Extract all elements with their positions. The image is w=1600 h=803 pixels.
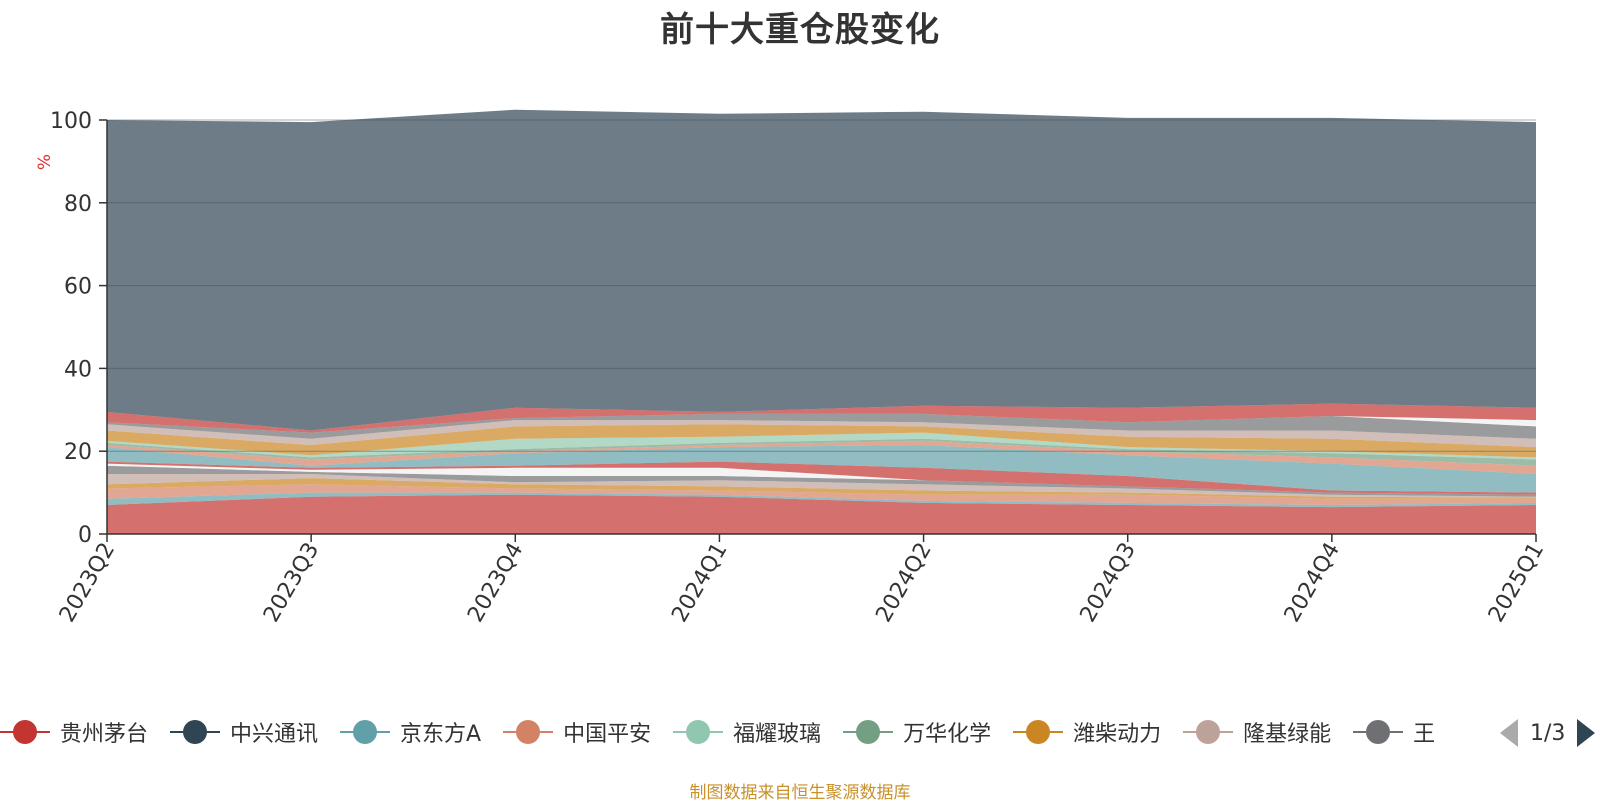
legend-marker-dot [353,720,378,744]
y-axis-unit-label: % [35,154,55,170]
legend-item[interactable]: 万华化学 [843,712,991,752]
x-tick-label: 2024Q2 [871,539,936,627]
legend-item[interactable]: 中国平安 [503,712,651,752]
area-series-9 [107,440,1536,474]
area-series-10 [107,438,1536,466]
legend-marker-icon [843,720,894,744]
area-series-7 [107,461,1536,495]
legend-item[interactable]: 隆基绿能 [1183,712,1331,752]
area-series-13 [107,420,1536,448]
x-tick-label: 2023Q3 [259,539,324,627]
y-tick-label: 80 [64,192,92,217]
legend-item[interactable]: 王 [1353,712,1435,752]
legend-item[interactable]: 福耀玻璃 [673,712,821,752]
legend-item[interactable]: 潍柴动力 [1013,712,1161,752]
chart-title: 前十大重仓股变化 [660,10,940,50]
area-series-0 [107,494,1536,534]
area-series-14 [107,413,1536,439]
area-series-group [107,109,1536,534]
x-tick-label: 2024Q3 [1076,539,1141,627]
area-series-17 [107,109,1536,431]
x-tick-label: 2024Q1 [667,539,732,627]
y-tick-label: 100 [50,109,92,134]
y-tick-label: 0 [78,523,92,548]
legend-marker-icon [0,720,50,744]
legend-marker-dot [516,720,541,744]
legend-marker-icon [340,720,391,744]
legend-marker-icon [503,720,554,744]
legend-item[interactable]: 中兴通讯 [170,712,318,752]
legend-marker-icon [1013,720,1064,744]
legend-next-page-icon[interactable] [1577,719,1596,747]
legend-item[interactable]: 京东方A [340,712,481,752]
legend-item[interactable]: 贵州茅台 [0,712,148,752]
legend-label: 中兴通讯 [230,722,319,747]
y-tick-label: 60 [64,275,92,300]
area-series-16 [107,403,1536,433]
legend-marker-dot [1196,720,1221,744]
area-series-12 [107,424,1536,458]
area-series-3 [107,478,1536,499]
y-tick-label: 20 [64,440,92,465]
x-tick-label: 2024Q4 [1280,539,1345,627]
grid-lines [107,119,1536,452]
area-series-6 [107,463,1536,495]
legend-items: 贵州茅台 中兴通讯 京东方A 中国平安 福耀玻璃 万华化学 潍柴动力 隆基绿能 王 [0,712,1480,752]
legend-marker-dot [13,720,37,744]
legend-page-indicator: 1/3 [1530,720,1566,746]
legend-marker-dot [856,720,881,744]
legend-label: 王 [1413,722,1436,747]
x-tick-label: 2025Q1 [1484,539,1549,627]
legend-label: 潍柴动力 [1073,722,1162,747]
legend-marker-icon [1183,720,1234,744]
source-note: 制图数据来自恒生聚源数据库 [689,783,911,803]
legend-label: 京东方A [400,722,482,747]
legend-label: 隆基绿能 [1243,722,1332,747]
y-tick-label: 40 [64,357,92,382]
legend-label: 中国平安 [563,722,652,747]
legend-marker-dot [1026,720,1051,744]
area-series-4 [107,474,1536,498]
x-tick-label: 2023Q2 [55,539,120,627]
area-series-5 [107,465,1536,497]
area-series-1 [107,492,1536,508]
legend-marker-icon [673,720,724,744]
legend-marker-dot [1366,720,1391,744]
x-tick-label: 2023Q4 [463,539,528,627]
legend-marker-dot [686,720,711,744]
area-series-11 [107,432,1536,460]
legend-marker-icon [1353,720,1404,744]
legend-pager: 1/3 [1500,716,1596,750]
area-series-8 [107,445,1536,493]
legend-label: 贵州茅台 [60,722,149,747]
legend: 贵州茅台 中兴通讯 京东方A 中国平安 福耀玻璃 万华化学 潍柴动力 隆基绿能 王 [0,712,1600,752]
legend-marker-icon [170,720,221,744]
area-series-2 [107,484,1536,505]
legend-prev-page-icon[interactable] [1500,719,1518,747]
legend-marker-dot [183,720,208,744]
legend-label: 万华化学 [903,722,992,747]
legend-label: 福耀玻璃 [733,722,822,747]
